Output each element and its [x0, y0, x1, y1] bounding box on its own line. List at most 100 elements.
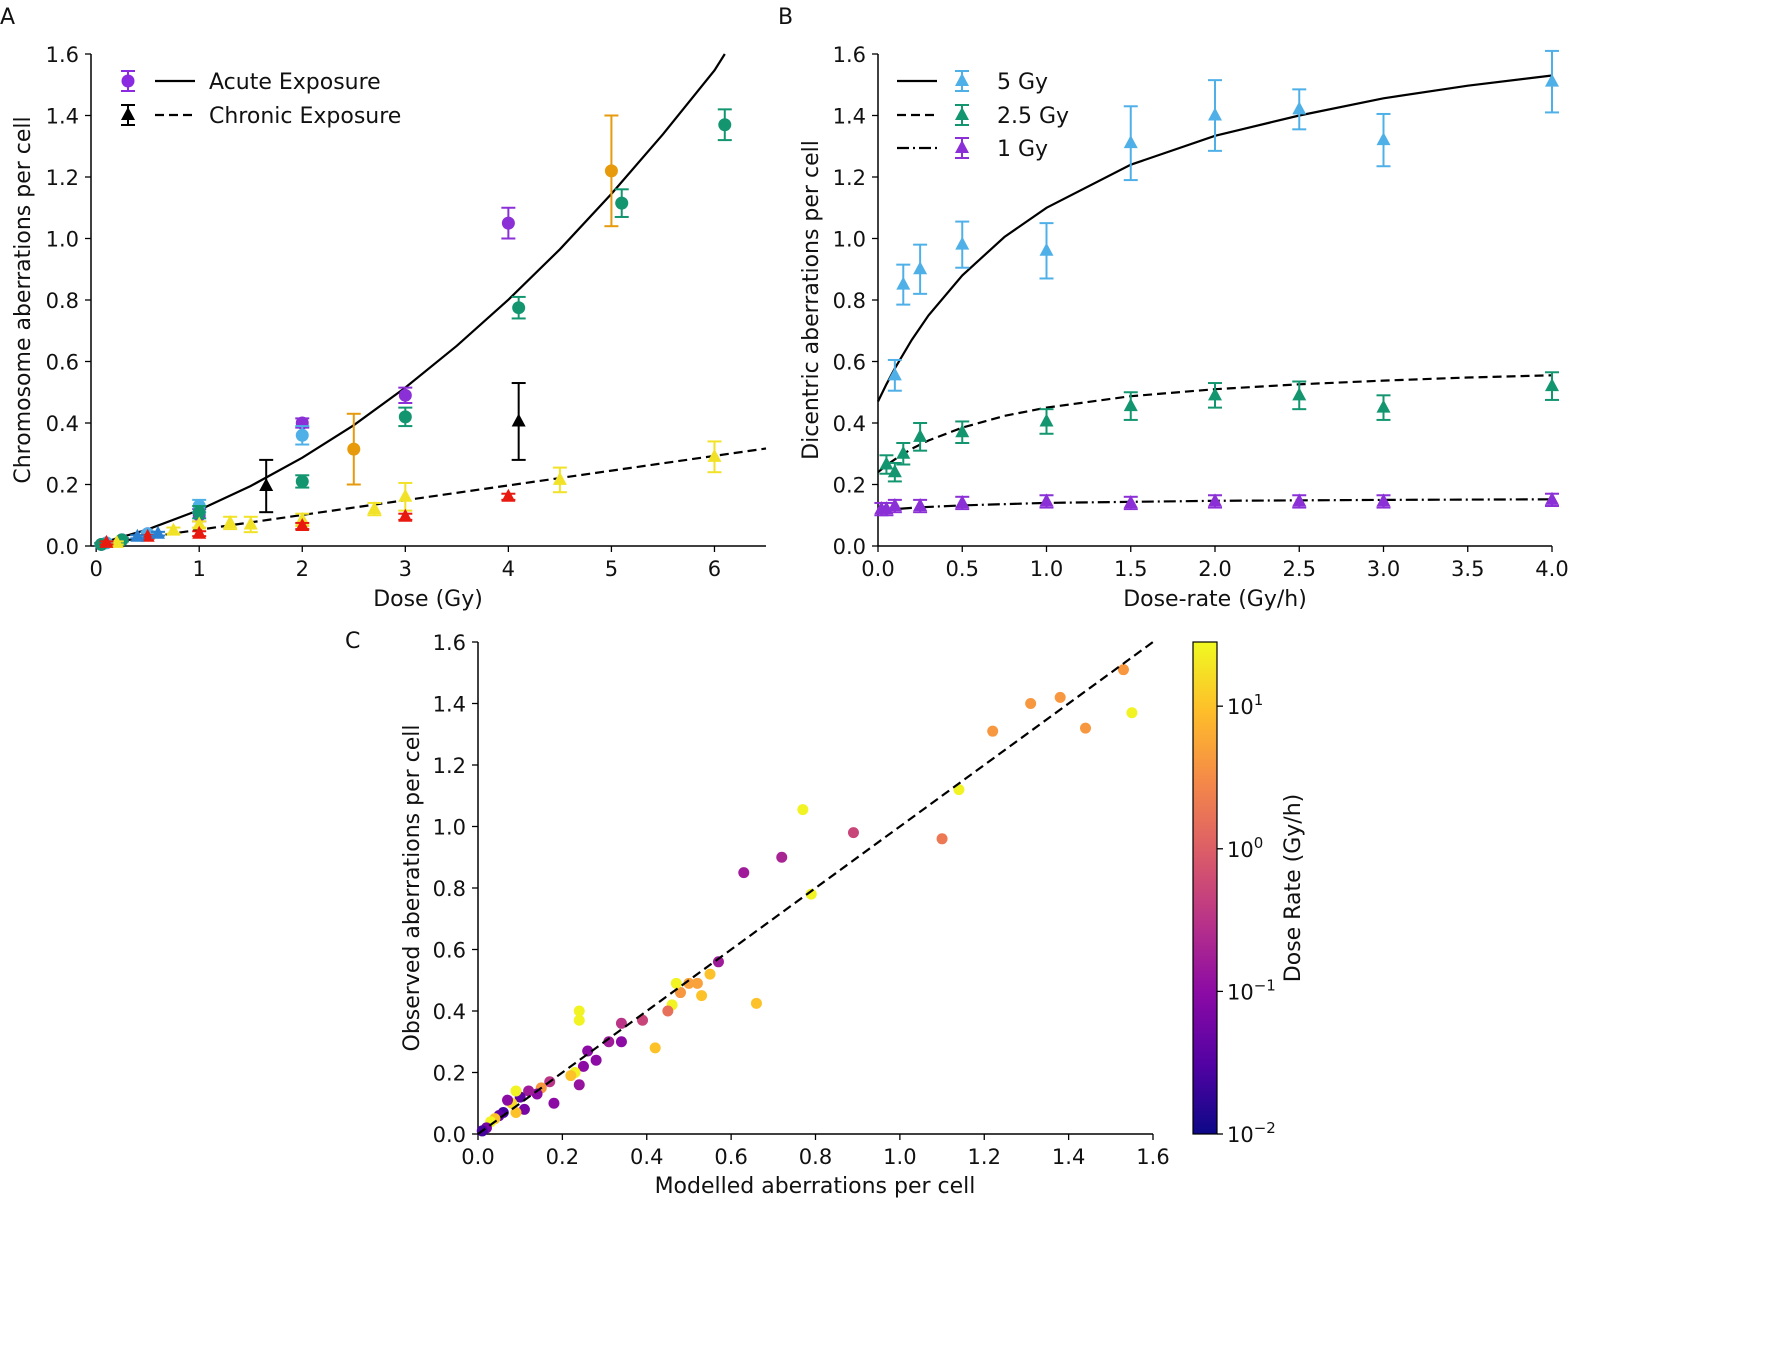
colorbar-tick-label: 10−1: [1227, 976, 1276, 1004]
x-tick-label-a: 6: [708, 557, 721, 581]
data-point-a: [192, 516, 207, 530]
legend-b-marker: [955, 140, 969, 153]
scatter-point-c: [936, 833, 948, 845]
data-point-b: [955, 494, 970, 508]
scatter-point-c: [691, 977, 703, 989]
data-point-a: [223, 514, 238, 528]
data-point-b: [1376, 399, 1391, 413]
legend-a-label-chronic: Chronic Exposure: [209, 104, 401, 129]
colorbar-tick-label: 100: [1227, 834, 1263, 862]
panel-label-c: C: [345, 629, 360, 654]
data-point-a: [604, 164, 618, 178]
y-tick-label-a: 0.6: [46, 351, 79, 375]
colorbar-label: Dose Rate (Gy/h): [1281, 794, 1306, 982]
scatter-point-c: [953, 784, 965, 796]
y-tick-label-a: 0.4: [46, 412, 79, 436]
fit-line-b-solid: [877, 74, 1553, 402]
scatter-point-c: [615, 1036, 627, 1048]
y-tick-label-a: 1.4: [46, 105, 79, 129]
y-tick-label-b: 0.2: [833, 474, 866, 498]
data-point-a: [718, 118, 732, 132]
data-point-b: [913, 498, 928, 512]
y-tick-label-b: 1.2: [833, 166, 866, 190]
colorbar-tick-label: 101: [1227, 691, 1263, 719]
scatter-point-c: [565, 1070, 577, 1082]
scatter-point-c: [670, 977, 682, 989]
x-tick-label-c: 0.0: [461, 1145, 494, 1169]
y-tick-label-a: 0.0: [46, 535, 79, 559]
y-tick-label-b: 1.0: [833, 228, 866, 252]
x-tick-label-a: 1: [193, 557, 206, 581]
scatter-point-c: [649, 1042, 661, 1054]
scatter-point-c: [518, 1103, 530, 1115]
fit-line-a-dashed: [96, 447, 767, 546]
panel-a-ylabel: Chromosome aberrations per cell: [11, 116, 36, 483]
x-tick-label-a: 2: [296, 557, 309, 581]
data-point-a: [192, 525, 207, 539]
scatter-point-c: [1126, 707, 1138, 719]
x-tick-label-b: 3.0: [1367, 557, 1400, 581]
data-point-b: [1039, 413, 1054, 427]
panel-label-b: B: [778, 5, 793, 30]
data-point-b: [1545, 491, 1559, 505]
fit-line-a-solid: [95, 53, 726, 546]
data-point-a: [295, 474, 309, 488]
scatter-point-c: [987, 725, 999, 737]
data-point-b: [887, 498, 902, 512]
data-point-a: [512, 301, 526, 315]
scatter-point-c: [502, 1094, 514, 1106]
data-point-b: [913, 261, 928, 275]
scatter-point-c: [1117, 664, 1129, 676]
scatter-point-c: [750, 997, 762, 1009]
scatter-point-c: [675, 987, 686, 999]
x-tick-label-c: 1.0: [883, 1145, 916, 1169]
data-point-a: [501, 216, 515, 230]
data-point-a: [99, 534, 114, 548]
y-tick-label-c: 0.4: [433, 1000, 466, 1024]
y-tick-label-a: 1.6: [46, 43, 79, 67]
data-point-b: [1376, 493, 1391, 507]
data-point-a: [295, 428, 309, 442]
panel-label-a: A: [0, 5, 15, 30]
panel-c-xlabel: Modelled aberrations per cell: [655, 1174, 976, 1199]
scatter-point-c: [573, 1014, 585, 1026]
x-tick-label-c: 1.4: [1052, 1145, 1085, 1169]
x-tick-label-c: 1.2: [968, 1145, 1001, 1169]
scatter-point-c: [510, 1085, 522, 1097]
scatter-point-c: [1025, 698, 1037, 709]
data-point-b: [1208, 387, 1222, 401]
y-tick-label-c: 0.0: [433, 1123, 466, 1147]
scatter-point-c: [577, 1060, 589, 1072]
x-tick-label-a: 4: [502, 557, 515, 581]
data-point-b: [913, 428, 928, 442]
data-point-b: [955, 424, 970, 438]
y-tick-label-a: 1.2: [46, 166, 79, 190]
scatter-point-c: [615, 1017, 627, 1029]
data-point-b: [1123, 398, 1138, 412]
legend-b-label-1gy: 1 Gy: [997, 137, 1048, 162]
data-point-a: [259, 478, 274, 492]
x-tick-label-c: 0.8: [799, 1145, 832, 1169]
y-tick-label-a: 1.0: [46, 228, 79, 252]
data-point-b: [887, 367, 902, 381]
data-point-a: [398, 388, 412, 402]
y-tick-label-c: 1.6: [433, 631, 466, 655]
y-tick-label-c: 1.4: [433, 693, 466, 717]
data-point-b: [955, 236, 970, 250]
data-point-a: [552, 471, 567, 485]
data-point-b: [1123, 494, 1138, 508]
scatter-point-c: [1054, 691, 1066, 703]
panel-b-ylabel: Dicentric aberrations per cell: [799, 140, 824, 460]
x-tick-label-a: 0: [89, 557, 102, 581]
data-point-a: [166, 522, 181, 536]
y-tick-label-b: 0.8: [833, 289, 866, 313]
y-tick-label-b: 0.6: [833, 351, 866, 375]
x-tick-label-b: 1.5: [1114, 557, 1147, 581]
scatter-point-c: [704, 968, 716, 980]
legend-a-label-acute: Acute Exposure: [209, 70, 381, 95]
y-tick-label-b: 1.6: [833, 43, 866, 67]
x-tick-label-c: 0.2: [546, 1145, 579, 1169]
data-point-a: [615, 196, 629, 210]
data-point-a: [501, 488, 516, 502]
